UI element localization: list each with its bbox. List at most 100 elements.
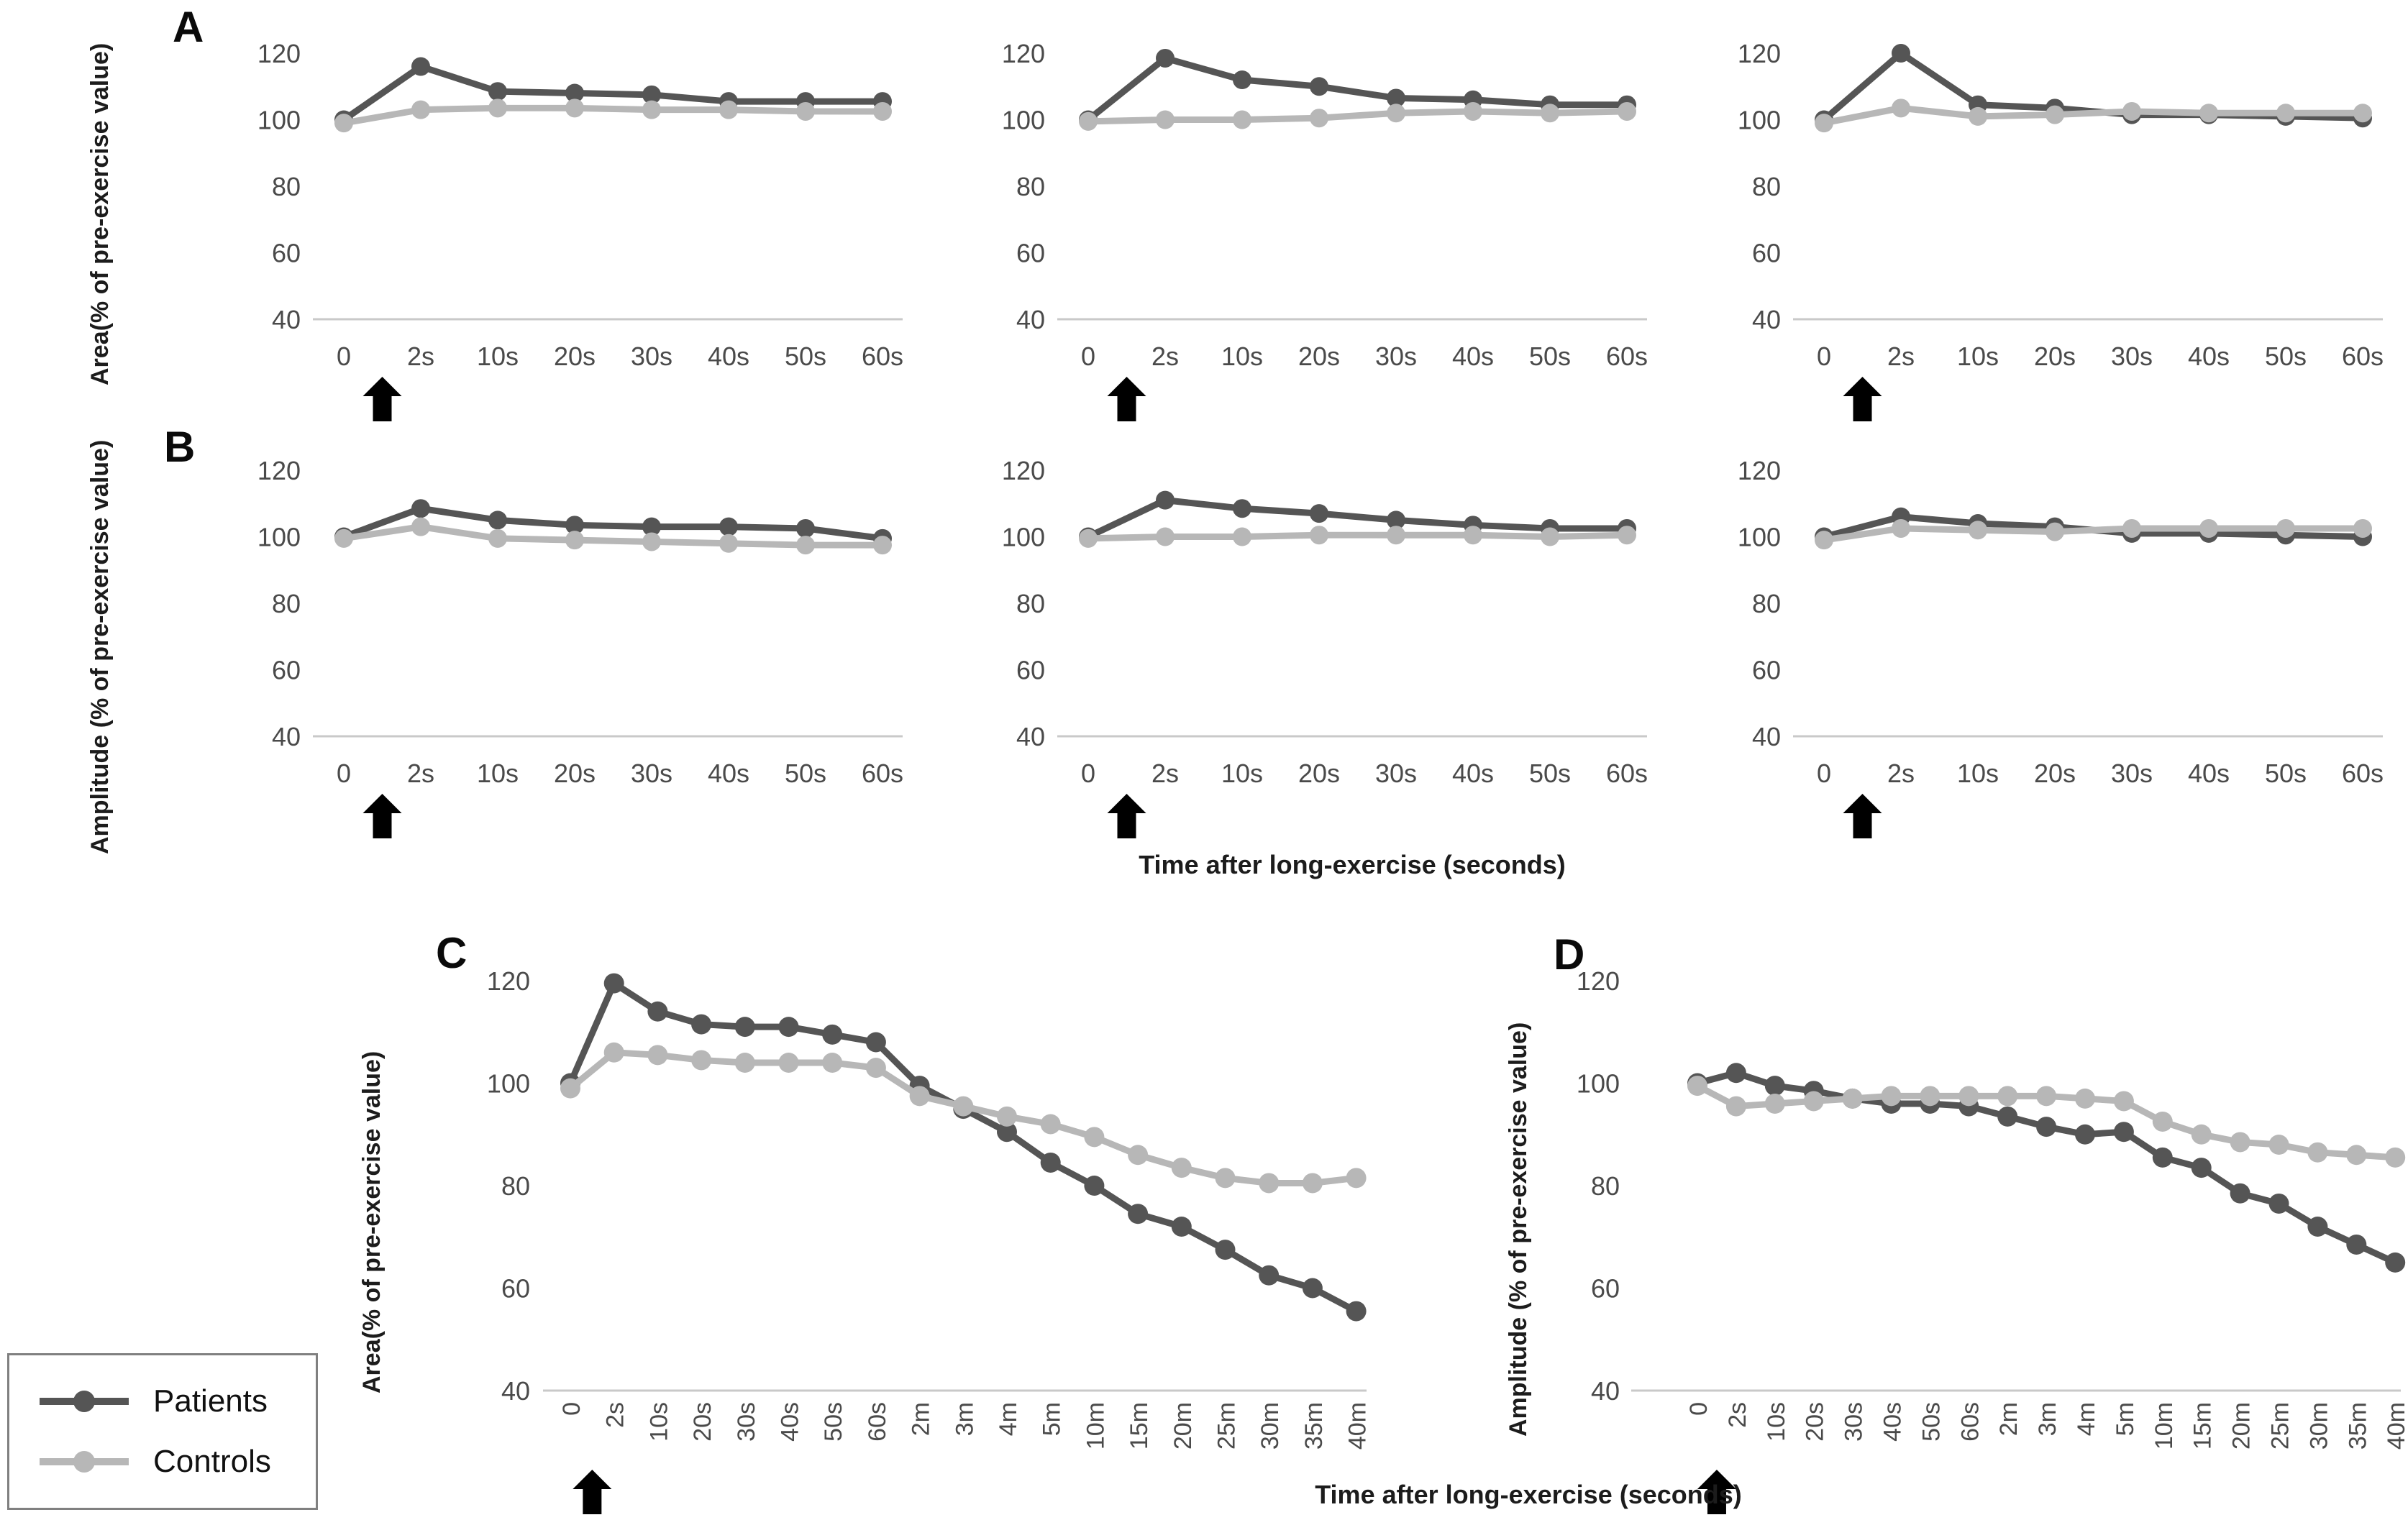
controls-point bbox=[488, 528, 507, 548]
y-tick-label: 120 bbox=[257, 456, 301, 485]
patients-point bbox=[1725, 1063, 1746, 1084]
x-tick-label: 10s bbox=[1763, 1402, 1790, 1442]
controls-point bbox=[1803, 1091, 1824, 1112]
controls-point bbox=[2230, 1132, 2250, 1153]
controls-point bbox=[1310, 526, 1328, 545]
controls-point bbox=[1171, 1158, 1192, 1178]
controls-point bbox=[1084, 1127, 1105, 1148]
patients-series bbox=[560, 973, 1367, 1322]
y-tick-label: 40 bbox=[1591, 1376, 1620, 1406]
controls-point bbox=[2353, 518, 2372, 538]
y-tick-label: 100 bbox=[257, 523, 301, 552]
x-tick-label: 40s bbox=[2188, 342, 2230, 371]
legend-item-controls: Controls bbox=[37, 1444, 316, 1480]
controls-point bbox=[1920, 1086, 1940, 1107]
controls-point bbox=[2046, 105, 2064, 124]
controls-point bbox=[1687, 1076, 1707, 1096]
y-tick-label: 100 bbox=[1577, 1069, 1620, 1099]
controls-point bbox=[1541, 527, 1559, 546]
controls-line-icon bbox=[40, 1451, 129, 1473]
x-tick-label: 10m bbox=[1082, 1402, 1109, 1450]
controls-point bbox=[1156, 110, 1175, 129]
patients-point bbox=[734, 1017, 755, 1038]
controls-point bbox=[1079, 528, 1098, 548]
x-tick-label: 30m bbox=[2305, 1402, 2332, 1450]
exercise-arrow-icon bbox=[1843, 794, 1882, 838]
patients-point bbox=[1040, 1152, 1061, 1173]
x-tick-label: 30s bbox=[733, 1402, 760, 1442]
x-tick-label: 0 bbox=[1685, 1402, 1712, 1416]
y-tick-label: 120 bbox=[1002, 39, 1045, 68]
y-tick-label: 60 bbox=[1591, 1274, 1620, 1304]
x-tick-label: 20s bbox=[1298, 759, 1340, 788]
controls-point bbox=[2385, 1147, 2406, 1168]
x-tick-label: 0 bbox=[1081, 759, 1095, 788]
controls-point bbox=[2152, 1111, 2173, 1132]
x-tick-label: 0 bbox=[337, 342, 351, 371]
y-tick-label: 80 bbox=[1752, 172, 1781, 201]
controls-point bbox=[953, 1096, 974, 1117]
controls-point bbox=[2199, 518, 2218, 538]
controls-point bbox=[1815, 531, 1833, 550]
x-tick-label: 20s bbox=[689, 1402, 716, 1442]
patients-point bbox=[1259, 1265, 1280, 1286]
x-tick-label: 30s bbox=[1375, 342, 1417, 371]
panel-d-y-axis-label: Amplitude (% of pre-exercise value) bbox=[1505, 1022, 1532, 1437]
x-tick-label: 50s bbox=[1917, 1402, 1945, 1442]
patients-point bbox=[2385, 1252, 2406, 1273]
patients-point bbox=[997, 1122, 1017, 1143]
x-tick-label: 20m bbox=[1169, 1402, 1197, 1450]
controls-point bbox=[2307, 1142, 2328, 1163]
controls-point bbox=[1079, 111, 1098, 131]
y-tick-label: 100 bbox=[1738, 106, 1781, 135]
y-tick-label: 80 bbox=[1591, 1171, 1620, 1201]
y-tick-label: 100 bbox=[1002, 523, 1045, 552]
patients-point bbox=[2268, 1193, 2289, 1214]
x-tick-label: 30s bbox=[1375, 759, 1417, 788]
legend-label-patients: Patients bbox=[153, 1383, 268, 1419]
x-tick-label: 50s bbox=[1529, 342, 1571, 371]
controls-point bbox=[1618, 526, 1636, 545]
x-tick-label: 10s bbox=[1221, 342, 1263, 371]
y-tick-label: 40 bbox=[272, 305, 301, 334]
y-tick-label: 120 bbox=[1002, 456, 1045, 485]
x-tick-label: 35m bbox=[1300, 1402, 1328, 1450]
patients-point bbox=[565, 516, 584, 535]
patients-point bbox=[1387, 88, 1405, 108]
controls-point bbox=[2075, 1088, 2095, 1109]
x-tick-label: 25m bbox=[1213, 1402, 1241, 1450]
patients-point bbox=[2036, 1117, 2057, 1137]
y-tick-label: 80 bbox=[1016, 172, 1045, 201]
controls-point bbox=[1958, 1086, 1979, 1107]
x-tick-label: 10s bbox=[1221, 759, 1263, 788]
panel-c-chart: 120 100 80 60 40 0 2s 10s 20s 30s 40s 50s 60s 2m 3m 4m 5… bbox=[399, 929, 1392, 1520]
x-tick-label: 60s bbox=[864, 1402, 891, 1442]
x-tick-label: 40m bbox=[2383, 1402, 2406, 1450]
y-tick-label: 40 bbox=[1016, 722, 1045, 751]
x-tick-label: 20s bbox=[2034, 342, 2076, 371]
patients-point bbox=[603, 973, 624, 994]
controls-point bbox=[603, 1042, 624, 1063]
x-tick-label: 40s bbox=[2188, 759, 2230, 788]
y-tick-label: 100 bbox=[487, 1069, 530, 1099]
x-tick-label: 40s bbox=[1452, 759, 1494, 788]
panel-b-letter: B bbox=[164, 423, 196, 471]
x-tick-label: 0 bbox=[1817, 759, 1831, 788]
patients-point bbox=[2191, 1158, 2212, 1178]
patients-point bbox=[1233, 499, 1251, 518]
controls-point bbox=[873, 101, 892, 121]
patients-point bbox=[1233, 70, 1251, 89]
controls-point bbox=[1128, 1145, 1149, 1166]
x-tick-label: 40s bbox=[1452, 342, 1494, 371]
controls-point bbox=[2276, 104, 2295, 123]
controls-point bbox=[1725, 1096, 1746, 1117]
panel-b-chart-1: 120 100 80 60 40 0 2s 10s 20s 30s 40s 50s 60s bbox=[180, 429, 928, 849]
y-tick-label: 80 bbox=[501, 1171, 530, 1201]
C-plot: 120 100 80 60 40 0 2s 10s 20s 30s 40s 50s 60s 2m 3m 4m 5… bbox=[487, 966, 1372, 1514]
patients-point bbox=[1764, 1076, 1785, 1096]
y-tick-label: 120 bbox=[1738, 456, 1781, 485]
patients-point bbox=[1128, 1204, 1149, 1224]
x-tick-label: 5m bbox=[1039, 1402, 1066, 1436]
x-tick-label: 15m bbox=[2189, 1402, 2217, 1450]
controls-series bbox=[334, 517, 892, 555]
